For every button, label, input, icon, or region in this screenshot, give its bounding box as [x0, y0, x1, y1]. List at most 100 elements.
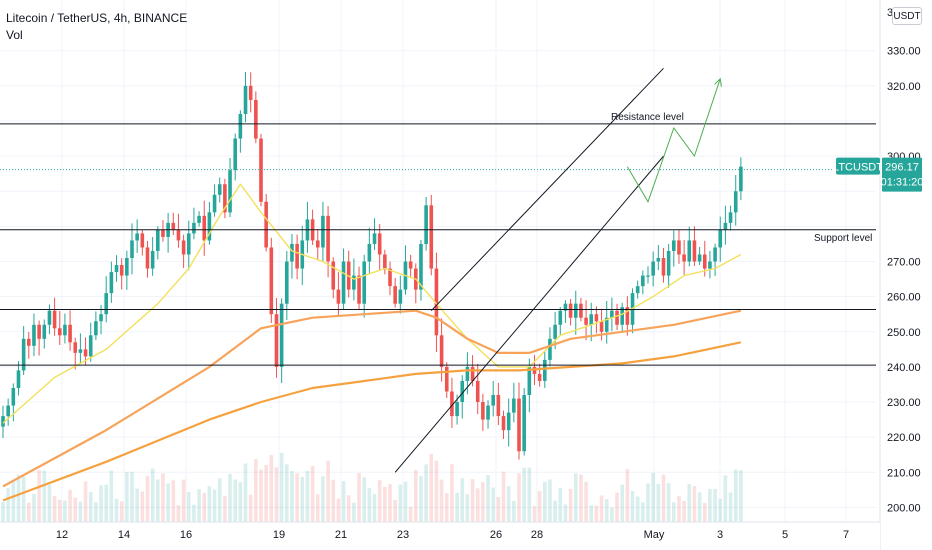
volume-bar [687, 484, 692, 522]
volume-bar [357, 472, 361, 522]
volume-bar [661, 474, 666, 522]
candle-body [604, 317, 609, 332]
volume-bar [388, 484, 392, 522]
candle-body [94, 321, 98, 336]
candle-body [728, 212, 733, 223]
last-price-badge [882, 157, 922, 192]
volume-bar [336, 498, 341, 522]
volume-bar [486, 475, 490, 522]
candle-body [646, 275, 650, 277]
volume-bar [414, 470, 418, 522]
volume-indicator-label[interactable]: Vol [6, 28, 23, 42]
currency-button[interactable]: USDT [892, 7, 922, 25]
candle-body [254, 99, 258, 139]
time-tick-label: 12 [56, 529, 68, 541]
volume-bar [672, 502, 676, 522]
candle-body [522, 395, 526, 452]
candle-body [362, 261, 366, 304]
volume-bar [682, 500, 686, 522]
candle-body [243, 85, 248, 114]
price-tick-label: 270.00 [887, 257, 921, 269]
volume-bar [32, 493, 36, 522]
candle-body [419, 243, 423, 290]
volume-bar [264, 464, 268, 522]
candle-body [21, 338, 26, 371]
time-tick-label: 14 [118, 529, 130, 541]
candle-body [290, 243, 294, 262]
candle-body [109, 272, 114, 294]
time-tick-label: 7 [843, 529, 849, 541]
volume-bar [434, 460, 439, 522]
candle-body [434, 268, 439, 336]
volume-bar [460, 478, 465, 522]
volume-bar [109, 470, 114, 522]
candle-body [460, 380, 465, 403]
volume-bar [269, 455, 274, 522]
price-tick-label: 220.00 [887, 432, 921, 444]
candle-body [248, 85, 253, 100]
volume-bar [161, 473, 165, 522]
candle-body [455, 402, 459, 417]
volume-bar [398, 484, 403, 522]
volume-bar [186, 491, 191, 522]
candle-body [274, 314, 279, 367]
candle-body [527, 366, 532, 396]
ticker-label: LTCUSDT [833, 162, 883, 174]
volume-bar [517, 473, 521, 522]
candle-body [372, 233, 377, 244]
volume-bar [78, 501, 83, 522]
candle-body [73, 342, 78, 353]
volume-bar [393, 499, 397, 522]
candle-body [470, 366, 475, 381]
candle-body [620, 307, 624, 325]
volume-bar [176, 505, 181, 522]
price-axis[interactable]: 200.00 210.00 220.00 230.00 240.00 250.00 260.… [833, 0, 932, 550]
candle-body [635, 286, 640, 294]
candle-body [682, 254, 686, 262]
volume-bar [677, 496, 681, 522]
volume-bar [377, 480, 382, 522]
price-tick-label: 240.00 [887, 362, 921, 374]
candle-body [589, 314, 594, 325]
volume-bar [341, 480, 346, 522]
resistance-label: Resistance level [611, 112, 684, 123]
volume-bar [646, 483, 650, 522]
candle-body [207, 212, 212, 241]
volume-bar [444, 493, 449, 522]
channel-lower-line [394, 155, 664, 473]
candle-body [295, 243, 299, 269]
volume-bar [739, 470, 743, 522]
candle-body [186, 233, 191, 255]
candle-body [42, 324, 47, 339]
time-axis[interactable]: 12 14 16 19 21 23 26 28 May 3 5 7 [0, 521, 880, 550]
volume-bar [697, 492, 702, 522]
volume-bar [310, 465, 315, 522]
candle-body [584, 317, 588, 325]
candle-body [341, 261, 346, 304]
volume-bar [635, 496, 640, 522]
chart-legend: Litecoin / TetherUS, 4h, BINANCE Vol [6, 10, 187, 44]
price-tick-label-partial: 3 [887, 7, 893, 19]
volume-bar [321, 476, 325, 522]
volume-bar [104, 484, 108, 522]
price-axis-bg [880, 0, 932, 550]
symbol-title[interactable]: Litecoin / TetherUS, 4h, BINANCE [6, 11, 188, 25]
candle-body [145, 247, 150, 269]
volume-bar [212, 489, 217, 522]
candle-body [383, 254, 387, 269]
volume-bar [579, 474, 583, 522]
candle-body [713, 247, 717, 262]
volume-bar [625, 468, 630, 522]
candle-body [599, 321, 604, 332]
price-tick-label: 210.00 [887, 467, 921, 479]
candle-body [465, 366, 470, 381]
volume-bar [506, 486, 511, 522]
volume-bar [367, 488, 372, 522]
last-price-label: 296.17 [885, 162, 919, 174]
volume-bar [47, 484, 52, 522]
candle-body [641, 275, 645, 287]
candle-body [269, 247, 274, 315]
candle-body [610, 310, 614, 318]
